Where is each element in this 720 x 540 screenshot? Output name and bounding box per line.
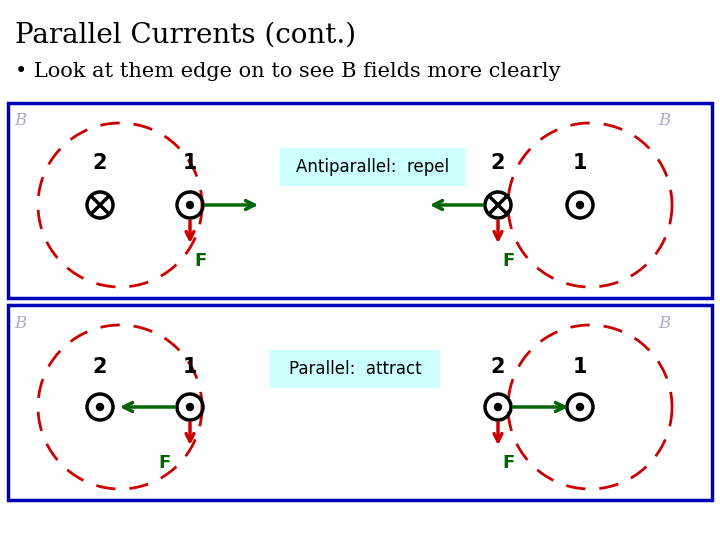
- Text: F: F: [158, 454, 170, 472]
- Text: 1: 1: [572, 153, 588, 173]
- Text: F: F: [502, 454, 514, 472]
- Text: 1: 1: [572, 357, 588, 377]
- Text: Antiparallel:  repel: Antiparallel: repel: [296, 158, 449, 176]
- Bar: [8, 305, 712, 500]
- Text: Parallel:  attract: Parallel: attract: [289, 360, 421, 378]
- Text: B: B: [14, 112, 26, 129]
- Circle shape: [577, 201, 583, 208]
- Circle shape: [495, 403, 502, 410]
- Text: 1: 1: [183, 357, 197, 377]
- Bar: [8, 103, 712, 298]
- Bar: [270, 350, 440, 388]
- Text: F: F: [194, 252, 206, 270]
- Text: B: B: [658, 112, 670, 129]
- Text: 2: 2: [93, 153, 107, 173]
- Circle shape: [577, 403, 583, 410]
- Text: 2: 2: [491, 153, 505, 173]
- Text: F: F: [502, 252, 514, 270]
- Bar: [280, 148, 465, 186]
- Circle shape: [96, 403, 104, 410]
- Text: B: B: [14, 315, 26, 332]
- Text: • Look at them edge on to see B fields more clearly: • Look at them edge on to see B fields m…: [15, 62, 561, 81]
- Text: 2: 2: [93, 357, 107, 377]
- Circle shape: [186, 403, 194, 410]
- Text: Parallel Currents (cont.): Parallel Currents (cont.): [15, 22, 356, 49]
- Circle shape: [186, 201, 194, 208]
- Text: 1: 1: [183, 153, 197, 173]
- Text: 2: 2: [491, 357, 505, 377]
- Text: B: B: [658, 315, 670, 332]
